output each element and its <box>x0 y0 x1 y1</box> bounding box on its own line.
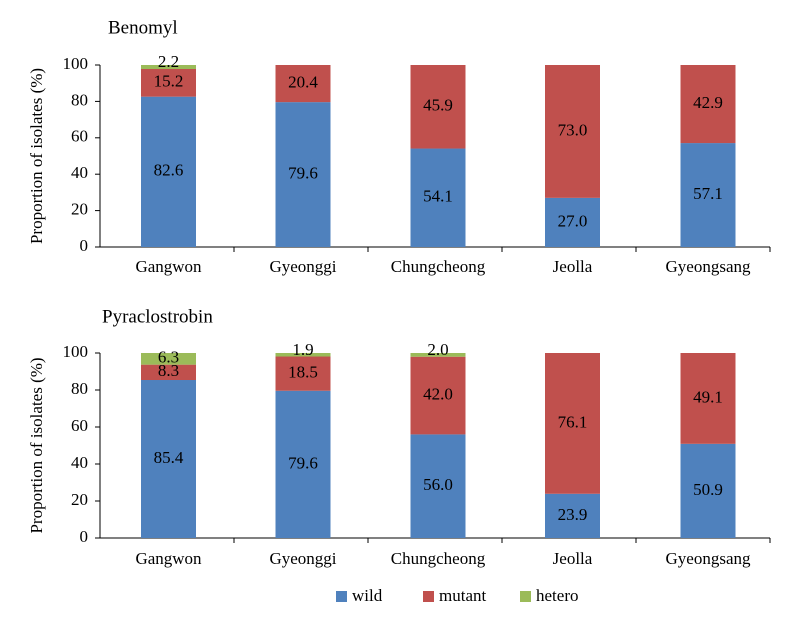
bar-mutant-gangwon <box>141 69 196 97</box>
data-label-hetero: 2.0 <box>427 340 448 359</box>
bar-wild-jeolla <box>545 197 600 247</box>
bar-mutant-gyeonggi <box>275 356 331 391</box>
data-label-hetero: 6.3 <box>158 348 179 367</box>
data-label-wild: 79.6 <box>288 453 318 472</box>
bar-wild-gyeonggi <box>275 390 331 538</box>
y-tick-label: 20 <box>71 200 88 219</box>
y-tick-label: 80 <box>71 90 88 109</box>
bar-mutant-gyeonggi <box>275 65 331 103</box>
y-tick-label: 20 <box>71 490 88 509</box>
y-tick-label: 100 <box>63 54 89 73</box>
data-label-hetero: 1.9 <box>292 340 313 359</box>
data-label-wild: 57.1 <box>693 184 723 203</box>
chart-title: Pyraclostrobin <box>102 306 213 327</box>
y-tick-label: 40 <box>71 453 88 472</box>
legend: wild mutant hetero <box>336 586 578 605</box>
y-tick-label: 0 <box>80 236 89 255</box>
data-label-mutant: 49.1 <box>693 387 723 406</box>
x-category-label: Jeolla <box>553 257 593 276</box>
x-category-label: Jeolla <box>553 549 593 568</box>
data-label-mutant: 76.1 <box>558 412 588 431</box>
x-category-label: Chungcheong <box>391 549 486 568</box>
bar-mutant-gyeongsang <box>680 353 736 444</box>
x-category-label: Gyeonggi <box>269 549 336 568</box>
bar-wild-jeolla <box>545 493 600 538</box>
bar-hetero-gangwon <box>141 353 196 365</box>
y-tick-label: 40 <box>71 163 88 182</box>
data-label-mutant: 20.4 <box>288 72 318 91</box>
data-label-mutant: 18.5 <box>288 363 318 382</box>
bar-mutant-gyeongsang <box>680 65 736 144</box>
y-tick-label: 0 <box>80 527 89 546</box>
data-label-wild: 54.1 <box>423 187 453 206</box>
bar-wild-gangwon <box>141 96 196 247</box>
bar-hetero-gangwon <box>141 65 196 70</box>
bar-wild-chungcheong <box>410 148 466 247</box>
y-tick-label: 60 <box>71 416 88 435</box>
y-tick-label: 100 <box>63 342 89 361</box>
data-label-hetero: 2.2 <box>158 52 179 71</box>
bar-mutant-jeolla <box>545 353 600 494</box>
x-category-label: Gyeonggi <box>269 257 336 276</box>
data-label-wild: 23.9 <box>558 505 588 524</box>
data-label-mutant: 73.0 <box>558 120 588 139</box>
bar-mutant-jeolla <box>545 65 600 198</box>
data-label-mutant: 42.0 <box>423 384 453 403</box>
legend-label-hetero: hetero <box>536 586 578 605</box>
y-axis-label: Proportion of isolates (%) <box>27 68 46 244</box>
panel-benomyl: Benomyl Proportion of isolates (%) 0 20 40 60… <box>27 17 771 276</box>
data-label-wild: 56.0 <box>423 475 453 494</box>
data-label-wild: 82.6 <box>154 161 184 180</box>
bar-mutant-gangwon <box>141 364 196 381</box>
legend-label-mutant: mutant <box>439 586 486 605</box>
bar-wild-gyeonggi <box>275 102 331 248</box>
x-category-label: Gangwon <box>135 549 202 568</box>
bar-mutant-chungcheong <box>410 356 466 435</box>
data-label-wild: 27.0 <box>558 211 588 230</box>
data-label-mutant: 15.2 <box>154 72 184 91</box>
legend-swatch-hetero <box>520 591 531 602</box>
chart-title: Benomyl <box>108 17 178 38</box>
bar-wild-gyeongsang <box>680 143 736 247</box>
x-category-label: Chungcheong <box>391 257 486 276</box>
data-label-mutant: 8.3 <box>158 361 179 380</box>
bar-wild-gyeongsang <box>680 443 736 538</box>
x-category-label: Gangwon <box>135 257 202 276</box>
legend-swatch-mutant <box>423 591 434 602</box>
data-label-wild: 50.9 <box>693 480 723 499</box>
data-label-wild: 79.6 <box>288 163 318 182</box>
bar-hetero-gyeonggi <box>275 353 331 357</box>
data-label-wild: 85.4 <box>154 448 184 467</box>
legend-swatch-wild <box>336 591 347 602</box>
y-tick-label: 60 <box>71 127 88 146</box>
legend-label-wild: wild <box>352 586 383 605</box>
y-tick-label: 80 <box>71 379 88 398</box>
panel-pyraclostrobin: Pyraclostrobin Proportion of isolates (%)… <box>27 306 771 568</box>
bar-hetero-chungcheong <box>410 353 466 357</box>
data-label-mutant: 42.9 <box>693 93 723 112</box>
bar-wild-gangwon <box>141 380 196 538</box>
data-label-mutant: 45.9 <box>423 96 453 115</box>
x-category-label: Gyeongsang <box>666 257 751 276</box>
bar-wild-chungcheong <box>410 434 466 538</box>
bar-mutant-chungcheong <box>410 65 466 149</box>
x-category-label: Gyeongsang <box>666 549 751 568</box>
y-axis-label: Proportion of isolates (%) <box>27 357 46 533</box>
